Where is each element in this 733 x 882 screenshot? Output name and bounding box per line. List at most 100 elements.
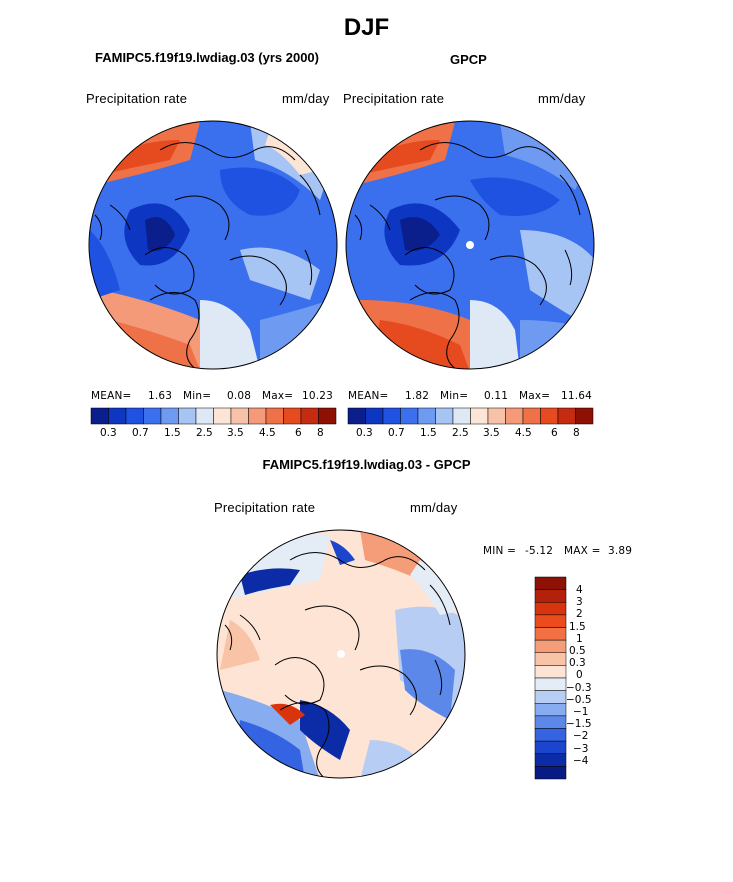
model-min-label: Min= (183, 390, 212, 402)
colorbar-swatch (534, 627, 567, 641)
colorbar-tick: −0.5 (566, 694, 592, 706)
colorbar-tick: −1.5 (566, 718, 592, 730)
colorbar-swatch (452, 407, 471, 425)
colorbar-tick: 3.5 (227, 427, 244, 439)
colorbar-swatch (534, 677, 567, 691)
obs-mean-value: 1.82 (405, 390, 430, 402)
obs-min-label: Min= (440, 390, 469, 402)
colorbar-swatch (417, 407, 436, 425)
colorbar-swatch (575, 407, 594, 425)
colorbar-swatch (534, 576, 567, 590)
colorbar-tick: 0.3 (356, 427, 373, 439)
obs-variable-label: Precipitation rate (343, 91, 445, 106)
obs-map (346, 121, 594, 369)
colorbar-swatch (365, 407, 384, 425)
colorbar-tick: 6 (551, 427, 558, 439)
colorbar-tick: 4.5 (259, 427, 276, 439)
colorbar-tick: 0.5 (569, 645, 586, 657)
colorbar-swatch (265, 407, 284, 425)
colorbar-swatch (534, 614, 567, 628)
obs-panel-title: GPCP (450, 52, 487, 67)
model-min-value: 0.08 (227, 390, 252, 402)
colorbar-tick: −2 (573, 730, 589, 742)
colorbar-swatch (300, 407, 319, 425)
colorbar-tick: 4.5 (515, 427, 532, 439)
colorbar-tick: 2 (576, 608, 583, 620)
colorbar-swatch (90, 407, 109, 425)
obs-max-label: Max= (519, 390, 551, 402)
diff-colorbar (534, 576, 567, 780)
colorbar-swatch (534, 715, 567, 729)
colorbar-swatch (213, 407, 232, 425)
diff-variable-label: Precipitation rate (214, 500, 316, 515)
colorbar-swatch (534, 602, 567, 616)
diff-max-label: MAX = (564, 545, 601, 557)
colorbar-tick: 0.7 (388, 427, 405, 439)
colorbar-swatch (195, 407, 214, 425)
diff-panel-title: FAMIPC5.f19f19.lwdiag.03 - GPCP (262, 457, 471, 472)
colorbar-swatch (487, 407, 506, 425)
colorbar-swatch (534, 703, 567, 717)
colorbar-tick: 0.3 (100, 427, 117, 439)
colorbar-swatch (160, 407, 179, 425)
colorbar-swatch (318, 407, 337, 425)
obs-units-label: mm/day (538, 91, 586, 106)
colorbar-swatch (283, 407, 302, 425)
colorbar-tick: 3 (576, 596, 583, 608)
colorbar-tick: 1.5 (420, 427, 437, 439)
colorbar-swatch (540, 407, 559, 425)
diff-min-value: -5.12 (525, 545, 554, 557)
colorbar-swatch (522, 407, 541, 425)
colorbar-swatch (534, 665, 567, 679)
model-units-label: mm/day (282, 91, 330, 106)
season-title: DJF (343, 14, 390, 41)
colorbar-tick: −4 (573, 755, 589, 767)
model-colorbar (90, 407, 337, 425)
colorbar-swatch (534, 652, 567, 666)
model-variable-label: Precipitation rate (86, 91, 188, 106)
colorbar-swatch (534, 728, 567, 742)
colorbar-swatch (534, 766, 567, 780)
colorbar-tick: 1.5 (164, 427, 181, 439)
colorbar-tick: 6 (295, 427, 302, 439)
colorbar-swatch (108, 407, 127, 425)
model-panel-title: FAMIPC5.f19f19.lwdiag.03 (yrs 2000) (95, 50, 319, 65)
colorbar-tick: 2.5 (452, 427, 469, 439)
colorbar-swatch (400, 407, 419, 425)
colorbar-tick: 8 (317, 427, 324, 439)
colorbar-tick: 0.7 (132, 427, 149, 439)
colorbar-swatch (382, 407, 401, 425)
obs-max-value: 11.64 (561, 390, 593, 402)
colorbar-swatch (470, 407, 489, 425)
colorbar-swatch (143, 407, 162, 425)
obs-min-value: 0.11 (484, 390, 509, 402)
colorbar-swatch (435, 407, 454, 425)
colorbar-swatch (125, 407, 144, 425)
model-mean-value: 1.63 (148, 390, 173, 402)
colorbar-swatch (178, 407, 197, 425)
colorbar-tick: 8 (573, 427, 580, 439)
diff-map (217, 530, 465, 778)
colorbar-tick: 0.3 (569, 657, 586, 669)
colorbar-swatch (534, 589, 567, 603)
colorbar-swatch (557, 407, 576, 425)
colorbar-tick: −3 (573, 743, 589, 755)
colorbar-swatch (534, 639, 567, 653)
model-map-border (88, 120, 338, 370)
model-map (89, 121, 337, 369)
colorbar-swatch (505, 407, 524, 425)
diff-units-label: mm/day (410, 500, 458, 515)
colorbar-tick: 2.5 (196, 427, 213, 439)
obs-colorbar (347, 407, 594, 425)
colorbar-tick: −0.3 (566, 682, 592, 694)
model-mean-label: MEAN= (91, 390, 132, 402)
diff-min-label: MIN = (483, 545, 517, 557)
colorbar-swatch (248, 407, 267, 425)
colorbar-tick: 1 (576, 633, 583, 645)
colorbar-swatch (534, 690, 567, 704)
model-max-label: Max= (262, 390, 294, 402)
colorbar-tick: 0 (576, 669, 583, 681)
colorbar-tick: 4 (576, 584, 583, 596)
colorbar-swatch (534, 740, 567, 754)
diff-map-border (216, 529, 466, 779)
